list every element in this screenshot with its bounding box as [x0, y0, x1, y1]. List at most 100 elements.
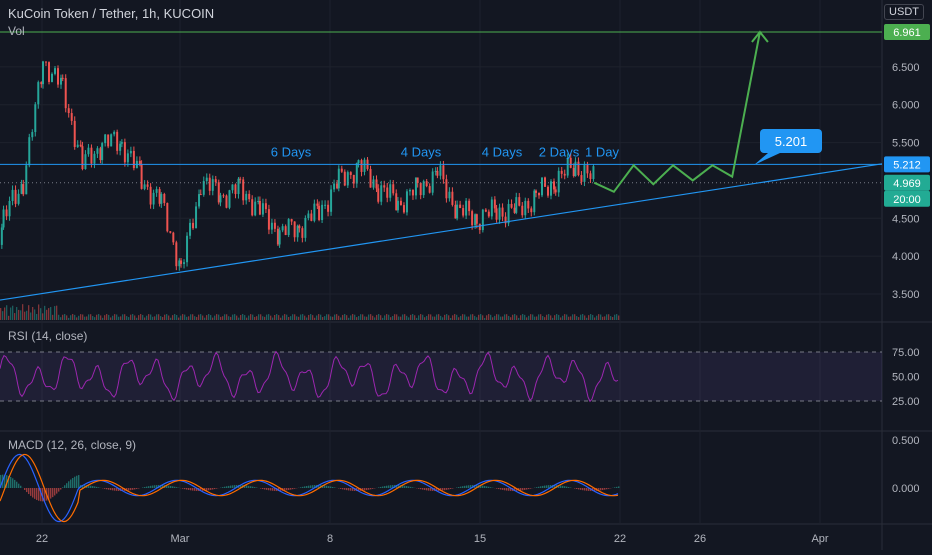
- volume-bar: [520, 315, 521, 320]
- candle-body: [282, 226, 284, 230]
- candle-body: [84, 154, 86, 169]
- volume-bar: [552, 318, 553, 320]
- candle-body: [262, 203, 264, 214]
- macd-histogram-bar: [254, 487, 255, 488]
- macd-histogram-bar: [250, 486, 251, 488]
- volume-bar: [384, 315, 385, 320]
- candle-body: [130, 151, 132, 153]
- macd-histogram-bar: [496, 488, 497, 489]
- candle-body: [592, 166, 594, 179]
- macd-histogram-bar: [604, 488, 605, 490]
- volume-bar: [76, 317, 77, 320]
- macd-histogram-bar: [72, 478, 73, 488]
- candle-body: [471, 211, 473, 225]
- volume-bar: [440, 316, 441, 320]
- candle-body: [580, 175, 582, 182]
- candle-body: [271, 223, 273, 230]
- volume-bar: [134, 315, 135, 320]
- volume-bar: [220, 317, 221, 320]
- candle-body: [347, 172, 349, 185]
- candle-body: [459, 205, 461, 208]
- volume-bar: [432, 317, 433, 320]
- volume-bar: [382, 318, 383, 320]
- volume-bar: [590, 314, 591, 320]
- volume-bar: [168, 316, 169, 320]
- volume-bar: [450, 318, 451, 320]
- macd-histogram-bar: [576, 488, 577, 489]
- volume-bar: [178, 318, 179, 320]
- time-axis-label: Mar: [171, 533, 190, 545]
- macd-tick-label: 0.000: [892, 483, 920, 495]
- volume-bar: [0, 308, 1, 320]
- candle-body: [553, 181, 555, 189]
- volume-bar: [510, 317, 511, 320]
- rsi-tick-label: 50.00: [892, 372, 920, 384]
- macd-histogram-bar: [382, 486, 383, 488]
- macd-histogram-bar: [450, 488, 451, 489]
- rsi-label[interactable]: RSI (14, close): [8, 329, 87, 343]
- candle-body: [65, 78, 67, 108]
- candle-body: [353, 175, 355, 184]
- volume-bar: [250, 314, 251, 320]
- candle-body: [400, 201, 402, 205]
- volume-bar: [182, 314, 183, 320]
- volume-bar: [380, 315, 381, 320]
- macd-histogram-bar: [462, 486, 463, 488]
- volume-bar: [398, 316, 399, 320]
- macd-histogram-bar: [226, 486, 227, 488]
- candle-body: [195, 206, 197, 228]
- candle-body: [285, 226, 287, 235]
- macd-histogram-bar: [14, 480, 15, 488]
- duration-annotation: 4 Days: [482, 144, 523, 159]
- candle-body: [524, 201, 526, 215]
- volume-bar: [90, 314, 91, 320]
- candle-body: [68, 108, 70, 113]
- macd-histogram-bar: [602, 488, 603, 490]
- macd-label[interactable]: MACD (12, 26, close, 9): [8, 438, 136, 452]
- volume-bar: [532, 314, 533, 320]
- macd-histogram-bar: [442, 488, 443, 491]
- candle-body: [228, 190, 230, 208]
- macd-histogram-bar: [464, 486, 465, 488]
- candle-body: [561, 171, 563, 174]
- candle-body: [313, 204, 315, 221]
- volume-bar: [426, 316, 427, 320]
- volume-bar: [18, 310, 19, 320]
- volume-bar: [470, 314, 471, 320]
- candle-body: [412, 190, 414, 195]
- candle-body: [215, 179, 217, 182]
- macd-histogram-bar: [98, 487, 99, 488]
- candle-body: [265, 203, 267, 209]
- macd-histogram-bar: [252, 487, 253, 488]
- volume-bar: [476, 317, 477, 320]
- candle-body: [225, 196, 227, 208]
- macd-histogram-bar: [484, 486, 485, 488]
- macd-histogram-bar: [228, 486, 229, 488]
- volume-bar: [364, 316, 365, 320]
- candle-body: [454, 205, 456, 219]
- candle-body: [169, 231, 171, 232]
- macd-histogram-bar: [66, 483, 67, 488]
- candle-body: [389, 184, 391, 197]
- volume-bar: [352, 314, 353, 320]
- macd-histogram-bar: [430, 488, 431, 491]
- candle-body: [442, 165, 444, 179]
- volume-bar: [588, 315, 589, 320]
- candle-body: [555, 189, 557, 192]
- volume-bar: [366, 317, 367, 320]
- duration-annotation: 2 Days: [539, 144, 580, 159]
- candle-body: [288, 219, 290, 235]
- volume-bar: [12, 306, 13, 320]
- volume-bar: [502, 316, 503, 320]
- macd-histogram-bar: [10, 477, 11, 488]
- volume-bar: [604, 316, 605, 320]
- candle-body: [499, 208, 501, 220]
- currency-badge[interactable]: USDT: [884, 4, 924, 20]
- volume-bar: [522, 314, 523, 320]
- volume-bar: [586, 318, 587, 320]
- volume-bar: [200, 314, 201, 320]
- volume-bar: [404, 314, 405, 320]
- macd-histogram-bar: [286, 488, 287, 490]
